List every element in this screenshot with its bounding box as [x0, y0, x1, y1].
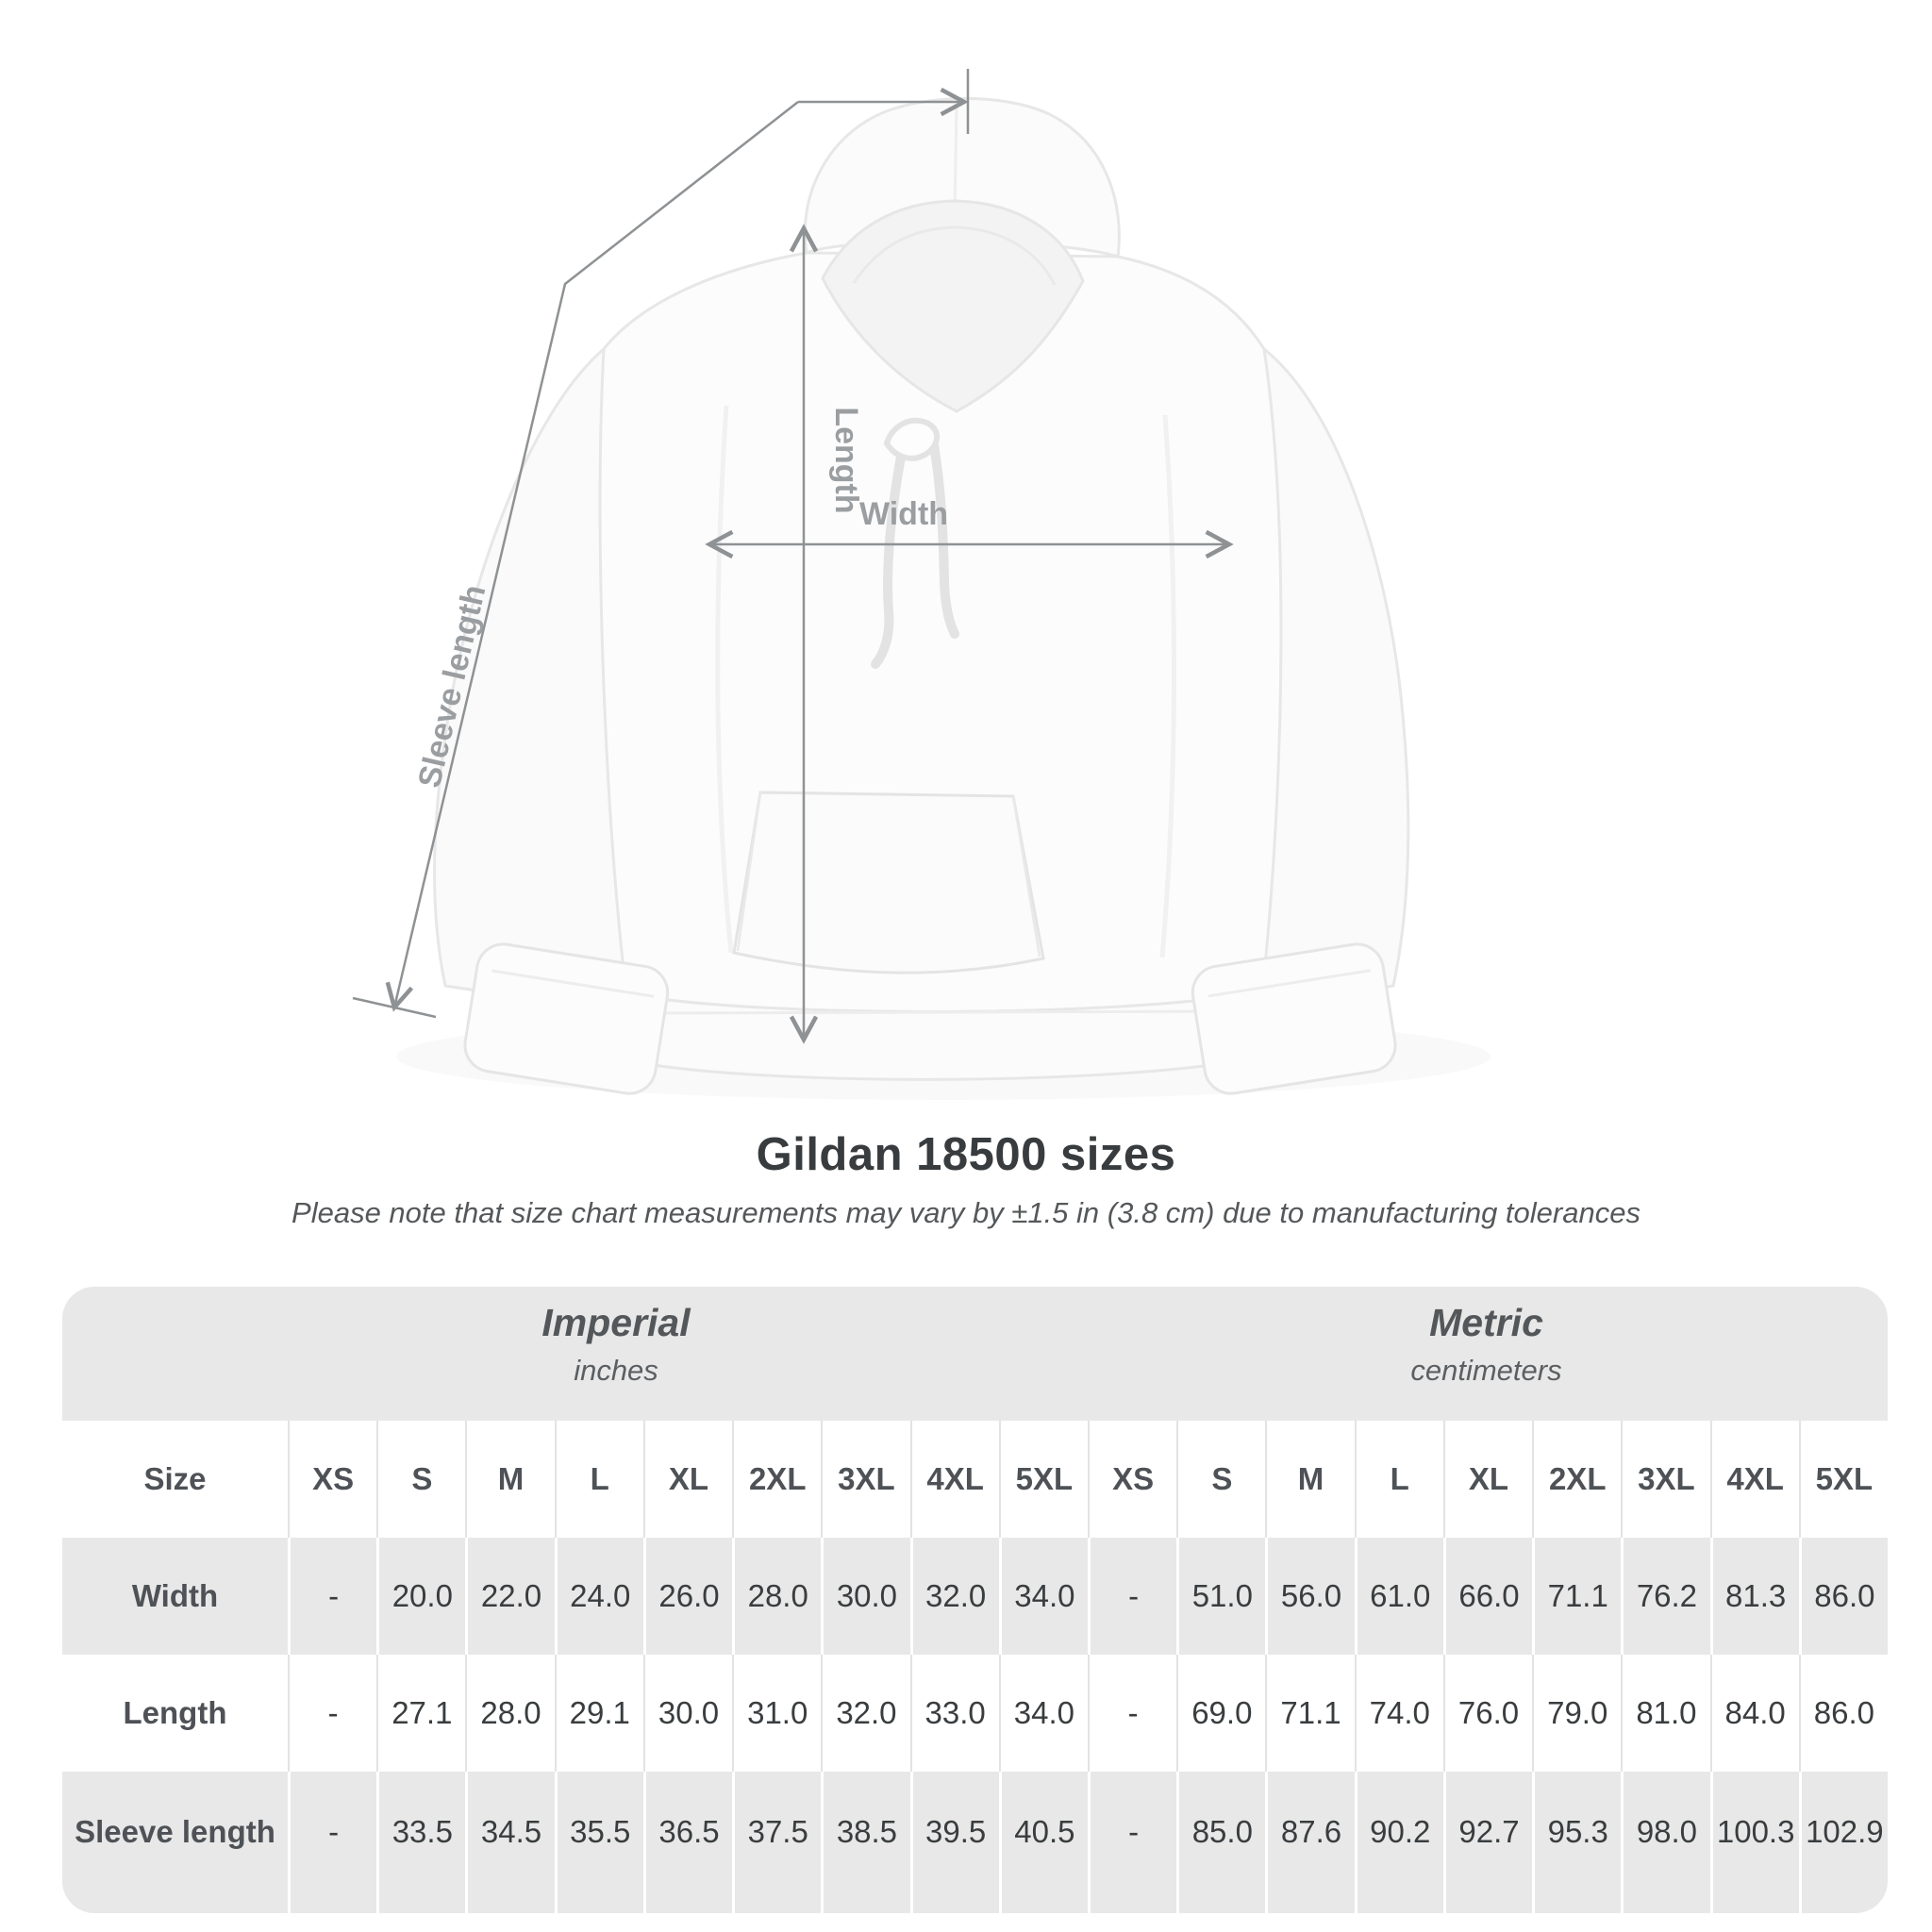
- length-value: 34.0: [998, 1655, 1088, 1772]
- length-value: 33.0: [909, 1655, 999, 1772]
- size-column-header: XS: [288, 1421, 376, 1538]
- length-value: 81.0: [1621, 1655, 1709, 1772]
- width-value: 34.0: [998, 1538, 1088, 1655]
- width-value: 61.0: [1354, 1538, 1443, 1655]
- sleeve-value: 33.5: [376, 1772, 465, 1913]
- size-column-header: 5XL: [998, 1421, 1088, 1538]
- size-header-row: Size XS S M L XL 2XL 3XL 4XL 5XL XS S M …: [62, 1421, 1888, 1538]
- width-value: 30.0: [821, 1538, 909, 1655]
- sleeve-value: 90.2: [1354, 1772, 1443, 1913]
- row-label: Sleeve length: [75, 1814, 275, 1849]
- imperial-unit: inches: [574, 1354, 658, 1388]
- imperial-section-header: Imperial inches: [62, 1287, 1085, 1421]
- hood-top-reference-arrow: [798, 69, 970, 134]
- width-value: 26.0: [642, 1538, 732, 1655]
- length-value: 74.0: [1354, 1655, 1443, 1772]
- size-column-header: 3XL: [821, 1421, 909, 1538]
- width-value: 22.0: [465, 1538, 554, 1655]
- width-value: 51.0: [1176, 1538, 1265, 1655]
- length-measure-label: Length: [828, 407, 864, 513]
- table-row-length: Length - 27.1 28.0 29.1 30.0 31.0 32.0 3…: [62, 1655, 1888, 1772]
- row-label: Width: [131, 1578, 219, 1613]
- size-column-header: L: [1354, 1421, 1443, 1538]
- width-value: 71.1: [1532, 1538, 1621, 1655]
- sleeve-value: 95.3: [1532, 1772, 1621, 1913]
- length-value: -: [1087, 1655, 1176, 1772]
- length-value: 69.0: [1176, 1655, 1265, 1772]
- size-column-header: S: [376, 1421, 465, 1538]
- size-column-header: XL: [642, 1421, 732, 1538]
- size-column-header: XS: [1087, 1421, 1176, 1538]
- sleeve-value: -: [288, 1772, 376, 1913]
- table-row-sleeve-length: Sleeve length - 33.5 34.5 35.5 36.5 37.5…: [62, 1772, 1888, 1913]
- metric-section-header: Metric centimeters: [1085, 1287, 1888, 1421]
- sleeve-value: 98.0: [1621, 1772, 1709, 1913]
- width-value: 20.0: [376, 1538, 465, 1655]
- sleeve-value: 40.5: [998, 1772, 1088, 1913]
- sleeve-value: 39.5: [909, 1772, 999, 1913]
- sleeve-value: 34.5: [465, 1772, 554, 1913]
- width-value: 28.0: [732, 1538, 821, 1655]
- width-value: 24.0: [554, 1538, 643, 1655]
- size-column-header: 4XL: [1709, 1421, 1799, 1538]
- length-value: 79.0: [1532, 1655, 1621, 1772]
- size-table: Imperial inches Metric centimeters Size …: [62, 1287, 1888, 1913]
- width-value: 86.0: [1798, 1538, 1888, 1655]
- metric-title: Metric: [1429, 1301, 1543, 1344]
- length-value: 84.0: [1709, 1655, 1799, 1772]
- length-value: 28.0: [465, 1655, 554, 1772]
- title-block: Gildan 18500 sizes Please note that size…: [0, 1128, 1932, 1230]
- sleeve-value: 38.5: [821, 1772, 909, 1913]
- length-value: 32.0: [821, 1655, 909, 1772]
- table-row-width: Width - 20.0 22.0 24.0 26.0 28.0 30.0 32…: [62, 1538, 1888, 1655]
- imperial-title: Imperial: [541, 1301, 691, 1344]
- sleeve-length-arrow: [352, 101, 799, 1019]
- size-column-header: M: [465, 1421, 554, 1538]
- size-column-header: 2XL: [1532, 1421, 1621, 1538]
- width-value: -: [288, 1538, 376, 1655]
- size-column-header: S: [1176, 1421, 1265, 1538]
- width-measure-label: Width: [859, 496, 948, 532]
- hoodie-illustration: [396, 96, 1491, 1100]
- sleeve-value: -: [1087, 1772, 1176, 1913]
- length-value: -: [288, 1655, 376, 1772]
- hoodie-measurement-diagram: Width Length Sleeve length: [352, 69, 1491, 1100]
- sleeve-value: 37.5: [732, 1772, 821, 1913]
- width-value: 66.0: [1442, 1538, 1532, 1655]
- sleeve-value: 100.3: [1709, 1772, 1799, 1913]
- sleeve-value: 35.5: [554, 1772, 643, 1913]
- metric-unit: centimeters: [1410, 1354, 1562, 1388]
- size-column-header: M: [1265, 1421, 1354, 1538]
- width-value: 32.0: [909, 1538, 999, 1655]
- size-column-header: 5XL: [1798, 1421, 1888, 1538]
- size-column-header: L: [554, 1421, 643, 1538]
- size-column-header: 4XL: [909, 1421, 999, 1538]
- width-value: 76.2: [1621, 1538, 1709, 1655]
- length-value: 86.0: [1798, 1655, 1888, 1772]
- length-value: 30.0: [642, 1655, 732, 1772]
- length-value: 71.1: [1265, 1655, 1354, 1772]
- size-column-header: XL: [1442, 1421, 1532, 1538]
- length-value: 29.1: [554, 1655, 643, 1772]
- page-title: Gildan 18500 sizes: [756, 1129, 1176, 1180]
- size-column-header: 3XL: [1621, 1421, 1709, 1538]
- sleeve-value: 87.6: [1265, 1772, 1354, 1913]
- length-value: 76.0: [1442, 1655, 1532, 1772]
- sleeve-value: 102.9: [1798, 1772, 1888, 1913]
- units-header-band: Imperial inches Metric centimeters: [62, 1287, 1888, 1421]
- size-column-header: 2XL: [732, 1421, 821, 1538]
- sleeve-value: 36.5: [642, 1772, 732, 1913]
- sleeve-value: 85.0: [1176, 1772, 1265, 1913]
- width-value: -: [1087, 1538, 1176, 1655]
- tolerance-note: Please note that size chart measurements…: [291, 1196, 1641, 1229]
- size-row-label: Size: [143, 1461, 207, 1496]
- width-value: 81.3: [1709, 1538, 1799, 1655]
- width-value: 56.0: [1265, 1538, 1354, 1655]
- row-label: Length: [123, 1695, 227, 1730]
- length-value: 27.1: [376, 1655, 465, 1772]
- sleeve-value: 92.7: [1442, 1772, 1532, 1913]
- length-value: 31.0: [732, 1655, 821, 1772]
